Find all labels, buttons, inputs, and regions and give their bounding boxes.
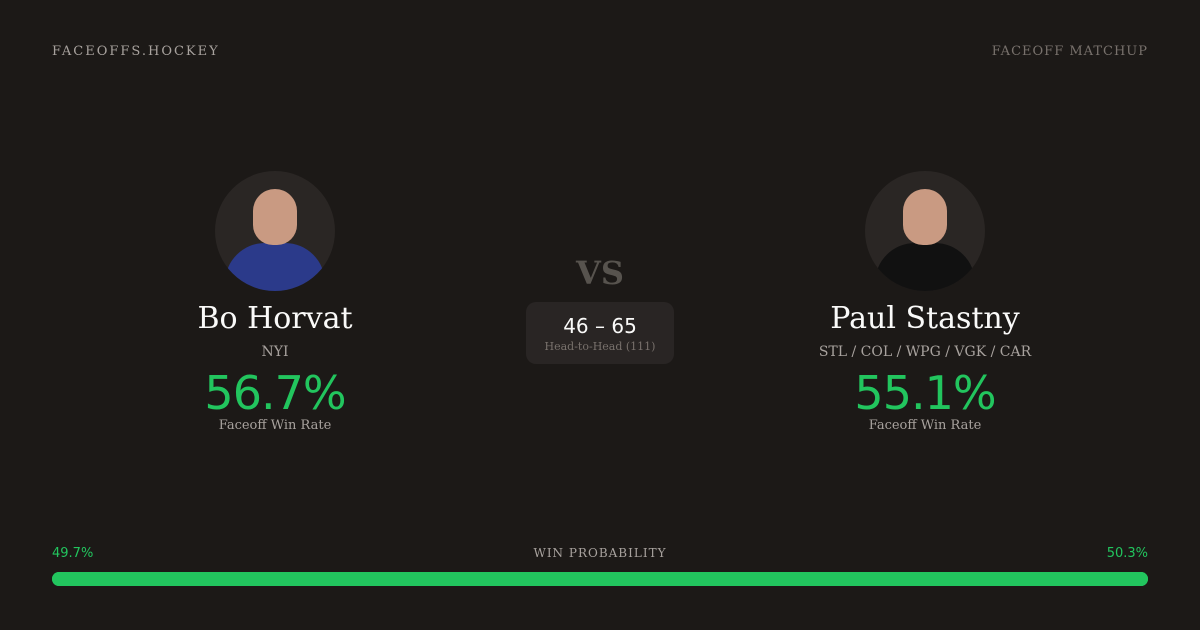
faceoff-win-rate-label: Faceoff Win Rate <box>868 418 982 433</box>
player-team: NYI <box>261 344 289 360</box>
page-kind: FACEOFF MATCHUP <box>991 44 1148 59</box>
win-probability-bar <box>52 572 1148 586</box>
win-probability-left-fill <box>52 572 597 586</box>
faceoff-win-rate: 55.1% <box>854 366 996 420</box>
head-to-head-label: Head-to-Head (111) <box>544 340 656 353</box>
head-to-head-score: 46 – 65 <box>563 314 637 338</box>
faceoff-win-rate-label: Faceoff Win Rate <box>218 418 332 433</box>
player-card-right: Paul Stastny STL / COL / WPG / VGK / CAR… <box>725 171 1125 433</box>
player-name: Bo Horvat <box>197 301 353 336</box>
player-avatar <box>215 171 335 291</box>
head-to-head-box: 46 – 65 Head-to-Head (111) <box>526 302 674 364</box>
player-name: Paul Stastny <box>830 301 1020 336</box>
faceoff-win-rate: 56.7% <box>204 366 346 420</box>
vs-label: VS <box>576 254 624 292</box>
player-avatar <box>865 171 985 291</box>
win-probability-label: WIN PROBABILITY <box>533 546 667 560</box>
brand-logo: FACEOFFS.HOCKEY <box>52 44 220 59</box>
win-probability-right: 50.3% <box>1106 546 1148 561</box>
player-team: STL / COL / WPG / VGK / CAR <box>818 344 1032 360</box>
player-card-left: Bo Horvat NYI 56.7% Faceoff Win Rate <box>75 171 475 433</box>
win-probability-left: 49.7% <box>52 546 94 561</box>
win-probability-right-fill <box>596 572 1148 586</box>
